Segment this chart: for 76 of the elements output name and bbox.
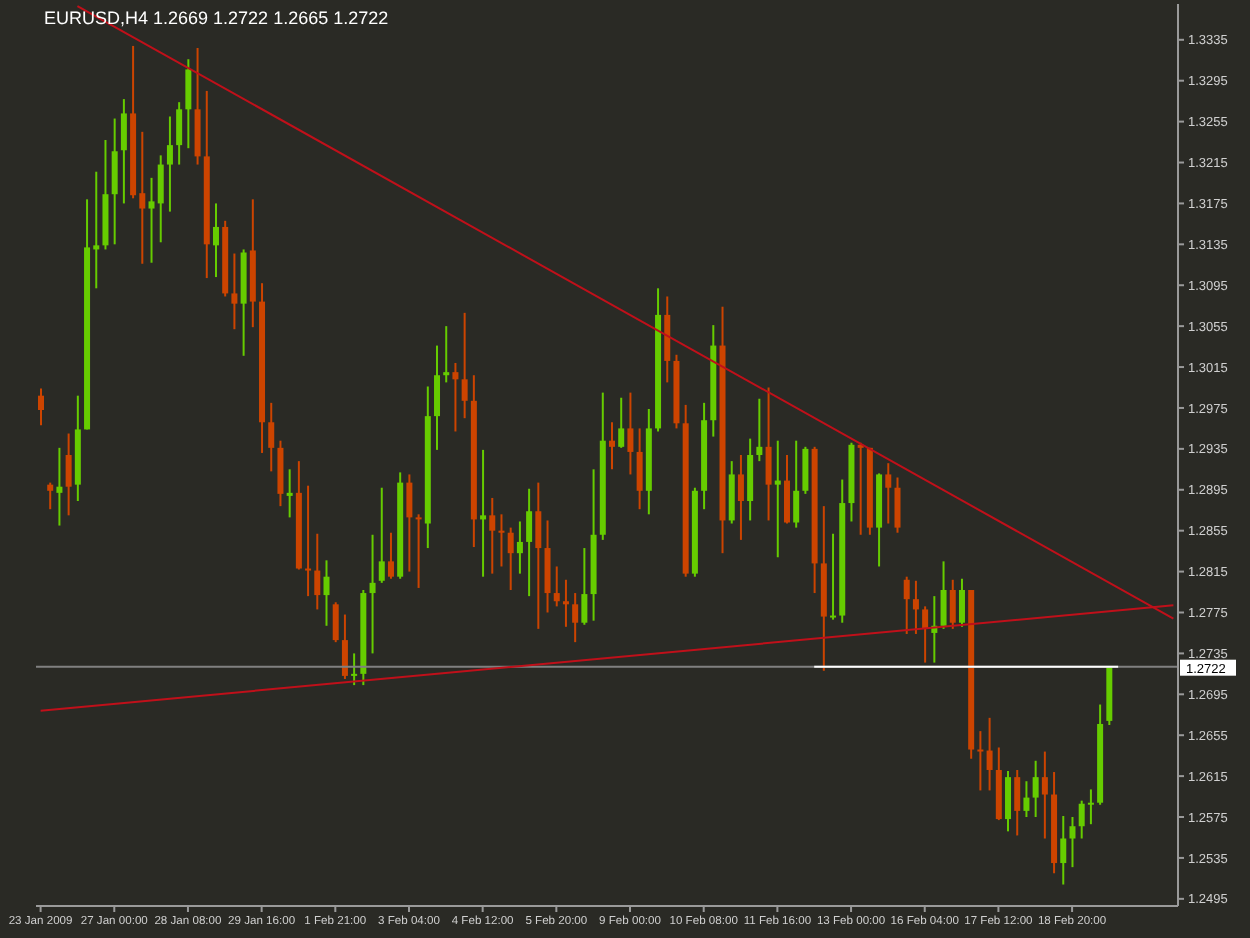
candlestick — [728, 460, 735, 525]
candlestick — [618, 396, 625, 449]
candlestick — [535, 481, 542, 630]
candlestick — [231, 252, 238, 331]
candlestick — [627, 391, 634, 476]
candlestick — [802, 445, 809, 495]
candlestick — [949, 578, 956, 630]
candlestick — [176, 101, 183, 166]
candlestick — [783, 454, 790, 525]
candlestick — [940, 560, 947, 630]
candlestick — [1032, 759, 1039, 819]
candlestick — [157, 154, 164, 244]
candlestick — [38, 387, 44, 427]
candlestick — [553, 565, 560, 608]
candlestick — [609, 421, 615, 471]
candlestick — [544, 519, 551, 614]
candlestick — [286, 468, 293, 519]
candlestick — [56, 446, 63, 527]
candlestick — [323, 559, 330, 627]
candlestick — [986, 716, 993, 792]
candlestick — [1023, 780, 1030, 819]
candlestick — [47, 481, 54, 511]
candlestick — [498, 513, 505, 568]
candlestick — [922, 605, 929, 664]
candlestick — [572, 592, 579, 644]
candlestick — [1087, 788, 1094, 826]
candlestick — [737, 454, 744, 541]
candlestick — [489, 496, 496, 575]
candlestick — [65, 432, 72, 517]
candlestick — [332, 601, 339, 644]
candlestick — [194, 46, 201, 166]
candlestick — [443, 325, 450, 384]
candlestick — [341, 613, 348, 680]
candlestick — [526, 487, 533, 598]
candlestick — [314, 532, 321, 611]
candlestick — [461, 311, 468, 420]
candlestick — [894, 476, 901, 534]
candlestick — [185, 58, 192, 150]
candlestick — [885, 462, 892, 525]
candlestick — [351, 652, 358, 687]
candlestick — [387, 531, 394, 580]
candlestick — [747, 437, 754, 522]
candlestick — [1041, 750, 1048, 840]
candlestick — [507, 526, 514, 591]
candlestick — [830, 532, 837, 621]
candlestick — [166, 115, 173, 213]
candlestick — [912, 579, 919, 635]
candlestick — [516, 520, 523, 575]
candlestick — [562, 578, 569, 628]
candlestick — [452, 361, 459, 433]
candlestick — [277, 439, 284, 508]
candlestick — [1060, 815, 1067, 886]
candlestick — [903, 575, 910, 635]
candlestick — [369, 533, 376, 655]
candlestick — [434, 344, 441, 451]
candlestick — [305, 484, 312, 598]
candlestick — [212, 202, 219, 279]
candlestick — [977, 730, 984, 792]
candlestick — [636, 427, 643, 511]
candlestick — [664, 295, 671, 384]
candlestick — [765, 386, 772, 522]
candlestick — [756, 397, 763, 463]
candlestick — [415, 513, 422, 589]
candlestick — [1005, 770, 1012, 833]
candlestick — [120, 98, 127, 205]
candlestick — [581, 547, 588, 626]
candlestick — [268, 401, 275, 473]
candlestick — [480, 448, 487, 578]
candlestick — [774, 439, 781, 559]
candlestick — [378, 486, 385, 584]
candlestick — [1014, 768, 1021, 837]
candlestick — [1069, 816, 1076, 869]
candlestick — [793, 439, 800, 529]
candlestick — [958, 577, 965, 628]
candlestick — [111, 117, 118, 246]
candlestick — [406, 473, 413, 573]
